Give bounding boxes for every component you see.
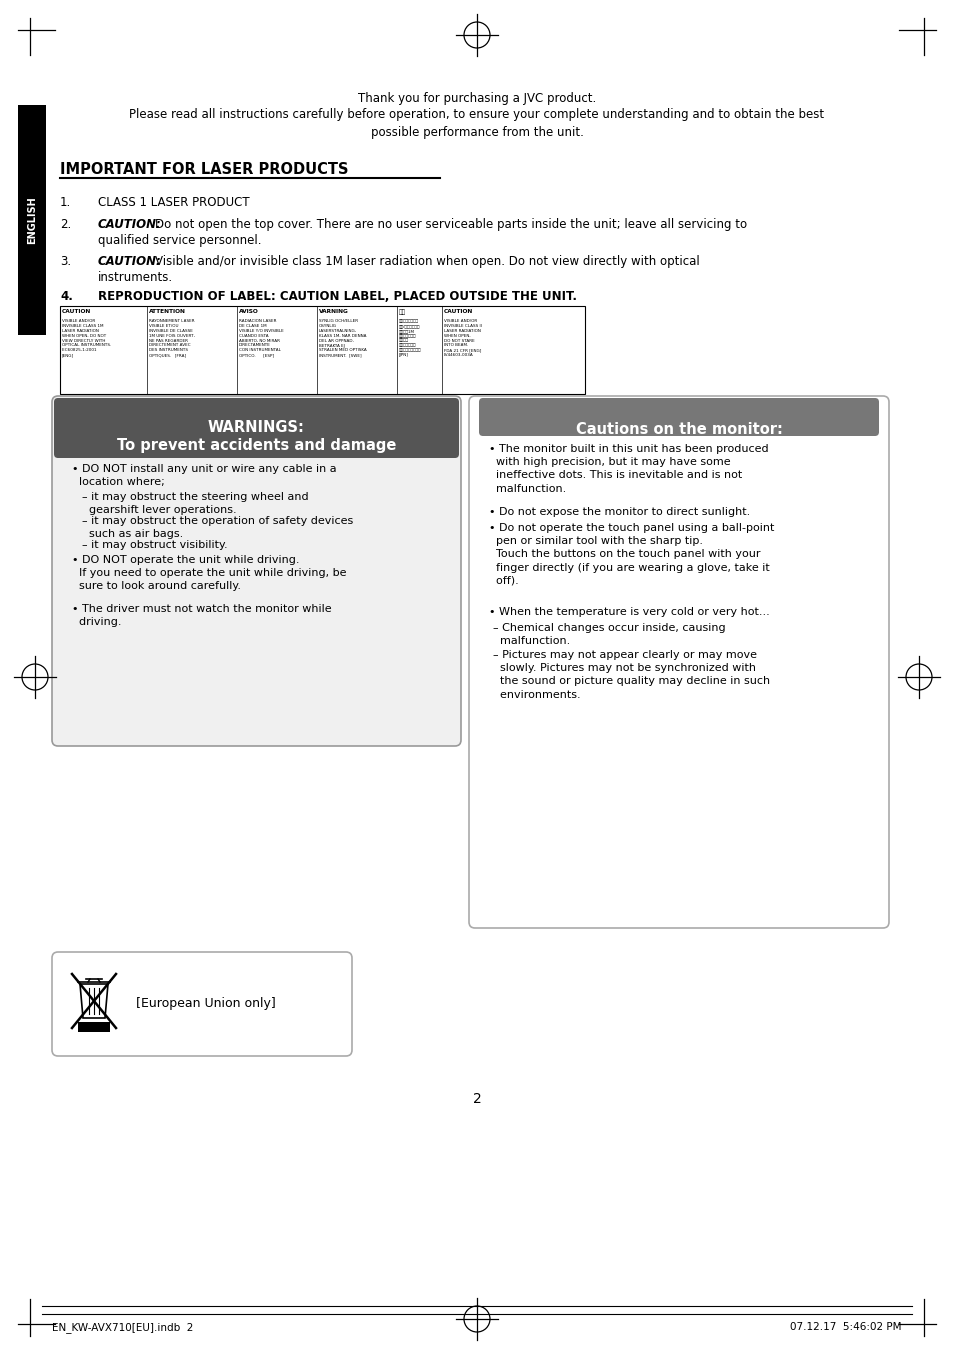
Text: ここを開くと可視
及び/または不可視
のクラス1M
レーザー放射が
出ます。
光学装置で直視
見ないでください。
[JPN]: ここを開くと可視 及び/または不可視 のクラス1M レーザー放射が 出ます。 光… bbox=[398, 320, 421, 357]
Text: ATTENTION: ATTENTION bbox=[149, 309, 186, 314]
Text: 4.: 4. bbox=[60, 290, 72, 303]
Text: Cautions on the monitor:: Cautions on the monitor: bbox=[575, 422, 781, 437]
FancyBboxPatch shape bbox=[78, 1022, 110, 1032]
Text: • DO NOT operate the unit while driving.
  If you need to operate the unit while: • DO NOT operate the unit while driving.… bbox=[71, 555, 346, 592]
FancyBboxPatch shape bbox=[478, 398, 878, 436]
Text: To prevent accidents and damage: To prevent accidents and damage bbox=[116, 437, 395, 454]
Text: VISIBLE AND/OR
INVISIBLE CLASS 1M
LASER RADIATION
WHEN OPEN, DO NOT
VIEW DIRECTL: VISIBLE AND/OR INVISIBLE CLASS 1M LASER … bbox=[62, 320, 112, 357]
Text: instruments.: instruments. bbox=[98, 271, 172, 284]
Text: CAUTION:: CAUTION: bbox=[98, 255, 162, 268]
Text: [European Union only]: [European Union only] bbox=[136, 998, 275, 1010]
Text: 注意: 注意 bbox=[398, 309, 406, 314]
Text: 2: 2 bbox=[472, 1091, 481, 1106]
Text: RAYONNEMENT LASER
VISIBLE ET/OU
INVISIBLE DE CLASSE
1M UNE FOIS OUVERT,
NE PAS R: RAYONNEMENT LASER VISIBLE ET/OU INVISIBL… bbox=[149, 320, 194, 357]
FancyBboxPatch shape bbox=[52, 395, 460, 746]
FancyBboxPatch shape bbox=[18, 106, 46, 334]
Text: VARNING: VARNING bbox=[318, 309, 349, 314]
Text: possible performance from the unit.: possible performance from the unit. bbox=[370, 126, 583, 139]
Text: – Pictures may not appear clearly or may move
  slowly. Pictures may not be sync: – Pictures may not appear clearly or may… bbox=[493, 650, 769, 700]
Text: IMPORTANT FOR LASER PRODUCTS: IMPORTANT FOR LASER PRODUCTS bbox=[60, 162, 348, 177]
Text: – it may obstruct the steering wheel and
  gearshift lever operations.: – it may obstruct the steering wheel and… bbox=[82, 492, 309, 516]
Text: Please read all instructions carefully before operation, to ensure your complete: Please read all instructions carefully b… bbox=[130, 108, 823, 121]
FancyBboxPatch shape bbox=[469, 395, 888, 927]
Text: qualified service personnel.: qualified service personnel. bbox=[98, 234, 261, 246]
Text: • When the temperature is very cold or very hot...: • When the temperature is very cold or v… bbox=[489, 607, 769, 617]
Text: SYNLIG OCH/ELLER
OSYNLIG
LASERSTRALNING,
KLASS 1M, NAR DENNA
DEL AR OPPNAD,
BETR: SYNLIG OCH/ELLER OSYNLIG LASERSTRALNING,… bbox=[318, 320, 366, 357]
Text: WARNINGS:: WARNINGS: bbox=[208, 420, 305, 435]
Text: • The driver must not watch the monitor while
  driving.: • The driver must not watch the monitor … bbox=[71, 604, 332, 627]
Text: 1.: 1. bbox=[60, 196, 71, 209]
Text: RADIACION LASER
DE CLASE 1M
VISIBLE Y/O INVISIBLE
CUANDO ESTA
ABIERTO, NO MIRAR
: RADIACION LASER DE CLASE 1M VISIBLE Y/O … bbox=[239, 320, 283, 357]
Text: • Do not operate the touch panel using a ball-point
  pen or similar tool with t: • Do not operate the touch panel using a… bbox=[489, 523, 774, 586]
Text: – it may obstruct visibility.: – it may obstruct visibility. bbox=[82, 540, 228, 550]
Text: • The monitor built in this unit has been produced
  with high precision, but it: • The monitor built in this unit has bee… bbox=[489, 444, 768, 494]
Text: ENGLISH: ENGLISH bbox=[27, 196, 37, 244]
Text: EN_KW-AVX710[EU].indb  2: EN_KW-AVX710[EU].indb 2 bbox=[52, 1322, 193, 1332]
FancyBboxPatch shape bbox=[54, 398, 458, 458]
Text: CAUTION:: CAUTION: bbox=[98, 218, 162, 232]
Text: – Chemical changes occur inside, causing
  malfunction.: – Chemical changes occur inside, causing… bbox=[493, 623, 725, 646]
Text: 2.: 2. bbox=[60, 218, 71, 232]
Text: AVISO: AVISO bbox=[239, 309, 258, 314]
Text: Do not open the top cover. There are no user serviceable parts inside the unit; : Do not open the top cover. There are no … bbox=[154, 218, 746, 232]
Text: • Do not expose the monitor to direct sunlight.: • Do not expose the monitor to direct su… bbox=[489, 506, 749, 517]
Text: Visible and/or invisible class 1M laser radiation when open. Do not view directl: Visible and/or invisible class 1M laser … bbox=[154, 255, 699, 268]
Text: 07.12.17  5:46:02 PM: 07.12.17 5:46:02 PM bbox=[790, 1322, 901, 1332]
Text: 3.: 3. bbox=[60, 255, 71, 268]
Text: CLASS 1 LASER PRODUCT: CLASS 1 LASER PRODUCT bbox=[98, 196, 250, 209]
Text: CAUTION: CAUTION bbox=[62, 309, 91, 314]
Text: Thank you for purchasing a JVC product.: Thank you for purchasing a JVC product. bbox=[357, 92, 596, 106]
FancyBboxPatch shape bbox=[60, 306, 584, 394]
FancyBboxPatch shape bbox=[52, 952, 352, 1056]
Text: CAUTION: CAUTION bbox=[443, 309, 473, 314]
Text: • DO NOT install any unit or wire any cable in a
  location where;: • DO NOT install any unit or wire any ca… bbox=[71, 464, 336, 487]
Text: VISIBLE AND/OR
INVISIBLE CLASS II
LASER RADIATION
WHEN OPEN,
DO NOT STARE
INTO B: VISIBLE AND/OR INVISIBLE CLASS II LASER … bbox=[443, 320, 481, 357]
Text: – it may obstruct the operation of safety devices
  such as air bags.: – it may obstruct the operation of safet… bbox=[82, 516, 353, 539]
Text: REPRODUCTION OF LABEL: CAUTION LABEL, PLACED OUTSIDE THE UNIT.: REPRODUCTION OF LABEL: CAUTION LABEL, PL… bbox=[98, 290, 577, 303]
